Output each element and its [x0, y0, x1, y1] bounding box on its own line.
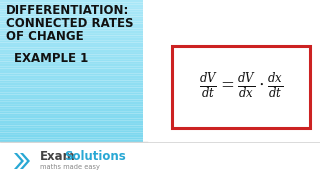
Text: CONNECTED RATES: CONNECTED RATES — [6, 17, 133, 30]
Polygon shape — [0, 66, 161, 69]
Polygon shape — [0, 111, 170, 114]
Polygon shape — [0, 118, 171, 121]
Polygon shape — [0, 26, 153, 28]
Polygon shape — [0, 87, 165, 90]
Polygon shape — [0, 125, 172, 128]
Polygon shape — [14, 153, 24, 169]
Polygon shape — [0, 92, 166, 95]
Polygon shape — [0, 10, 150, 12]
Polygon shape — [0, 90, 165, 92]
Polygon shape — [0, 50, 158, 52]
Polygon shape — [0, 107, 169, 109]
Polygon shape — [0, 33, 155, 35]
Polygon shape — [0, 97, 167, 99]
Text: OF CHANGE: OF CHANGE — [6, 30, 84, 43]
Bar — [143, 0, 320, 142]
Polygon shape — [0, 95, 166, 97]
Polygon shape — [0, 69, 162, 71]
Polygon shape — [0, 73, 163, 76]
Polygon shape — [0, 85, 165, 87]
Polygon shape — [0, 128, 173, 130]
Polygon shape — [0, 24, 153, 26]
Polygon shape — [0, 114, 170, 116]
Bar — [172, 46, 310, 128]
Polygon shape — [0, 40, 156, 43]
Polygon shape — [0, 130, 173, 132]
Polygon shape — [0, 43, 156, 45]
Bar — [0, 142, 320, 180]
Polygon shape — [0, 137, 174, 140]
Polygon shape — [0, 140, 175, 142]
Polygon shape — [0, 12, 151, 14]
Polygon shape — [0, 47, 157, 50]
Polygon shape — [0, 35, 155, 38]
Polygon shape — [0, 54, 159, 57]
Polygon shape — [0, 116, 171, 118]
Text: Solutions: Solutions — [64, 150, 126, 163]
Polygon shape — [0, 7, 150, 10]
Polygon shape — [0, 109, 169, 111]
Polygon shape — [0, 14, 151, 17]
Polygon shape — [0, 102, 168, 104]
Polygon shape — [0, 17, 152, 19]
Polygon shape — [0, 64, 161, 66]
Text: $\frac{dV}{dt} = \frac{dV}{dx} \cdot \frac{dx}{dt}$: $\frac{dV}{dt} = \frac{dV}{dx} \cdot \fr… — [199, 71, 283, 101]
Polygon shape — [0, 76, 163, 78]
Polygon shape — [0, 78, 163, 80]
Polygon shape — [0, 31, 154, 33]
Polygon shape — [0, 5, 149, 7]
Polygon shape — [0, 19, 152, 21]
Polygon shape — [20, 153, 30, 169]
Polygon shape — [0, 99, 167, 102]
Polygon shape — [0, 80, 164, 83]
Text: EXAMPLE 1: EXAMPLE 1 — [14, 52, 88, 65]
Polygon shape — [0, 21, 153, 24]
Polygon shape — [0, 104, 168, 107]
Polygon shape — [0, 83, 164, 85]
Polygon shape — [0, 121, 172, 123]
Polygon shape — [0, 57, 159, 59]
Polygon shape — [0, 62, 160, 64]
Polygon shape — [0, 135, 174, 137]
Polygon shape — [0, 28, 154, 31]
Polygon shape — [0, 59, 160, 62]
Polygon shape — [0, 2, 149, 5]
Polygon shape — [0, 38, 156, 40]
Text: maths made easy: maths made easy — [40, 164, 100, 170]
Polygon shape — [0, 0, 148, 2]
Polygon shape — [0, 52, 158, 54]
Text: DIFFERENTIATION:: DIFFERENTIATION: — [6, 4, 129, 17]
Polygon shape — [0, 132, 174, 135]
Text: Exam: Exam — [40, 150, 76, 163]
Polygon shape — [0, 123, 172, 125]
Polygon shape — [0, 71, 162, 73]
Polygon shape — [0, 45, 157, 47]
